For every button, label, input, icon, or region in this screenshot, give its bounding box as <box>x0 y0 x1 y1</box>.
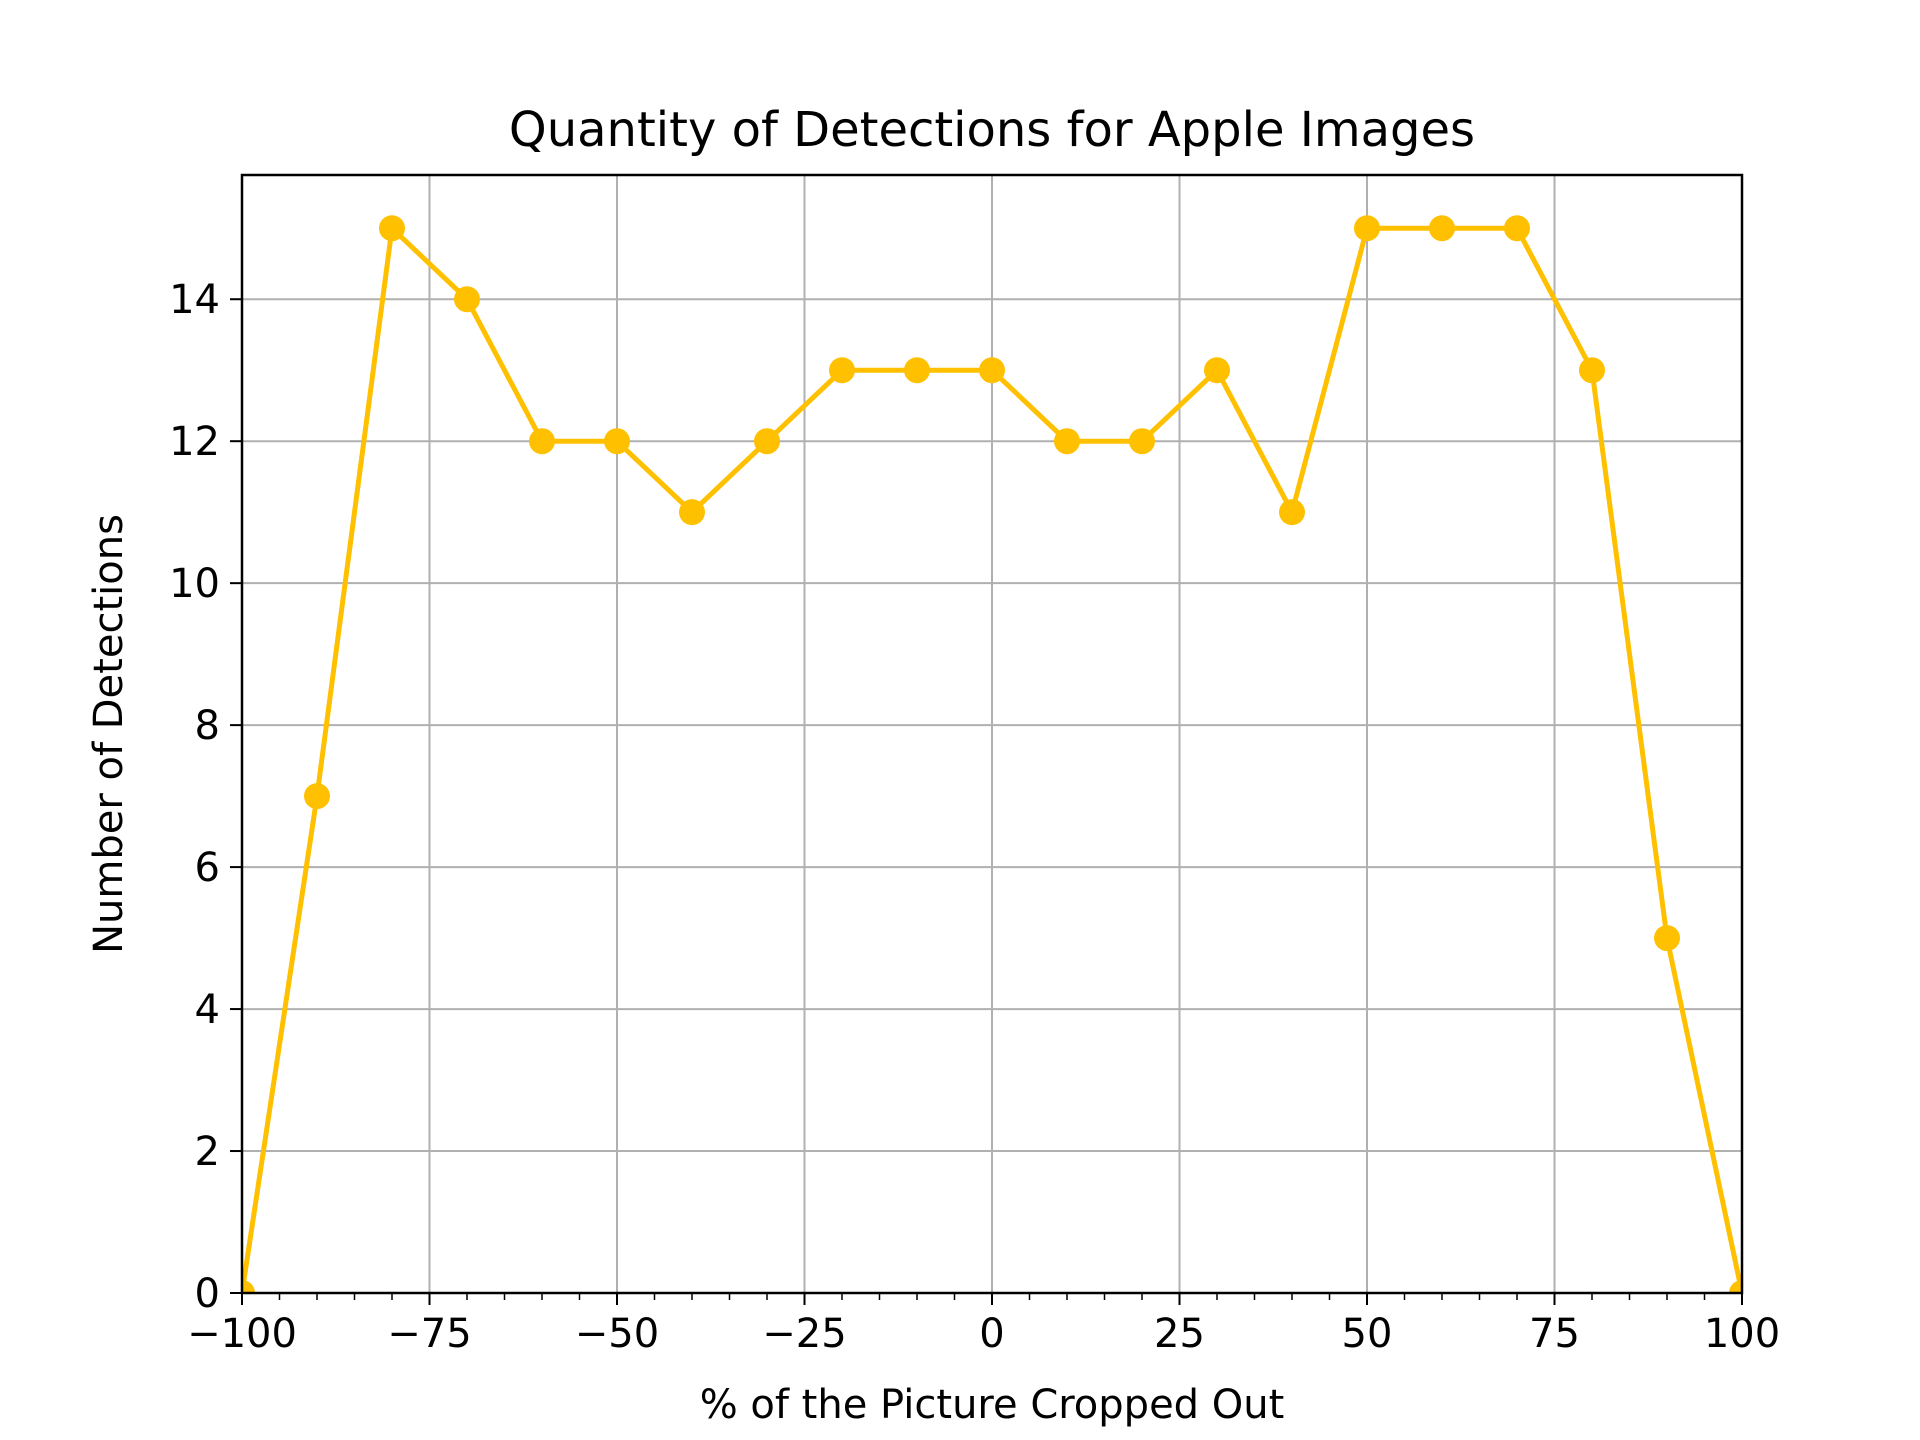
x-tick-label: 75 <box>1529 1311 1580 1357</box>
data-point <box>379 215 405 242</box>
x-tick-label: −25 <box>762 1311 846 1357</box>
x-axis-label: % of the Picture Cropped Out <box>700 1382 1285 1428</box>
data-point <box>679 499 705 526</box>
x-tick-label: 100 <box>1704 1311 1780 1357</box>
data-point <box>1729 1280 1742 1293</box>
data-point <box>979 357 1005 384</box>
data-point <box>1354 215 1380 242</box>
data-point <box>1579 357 1605 384</box>
y-axis-label: Number of Detections <box>86 514 132 954</box>
y-tick-label: 2 <box>195 1129 220 1175</box>
y-tick-label: 12 <box>169 419 220 465</box>
data-point <box>1129 428 1155 455</box>
x-tick-label: 0 <box>979 1311 1004 1357</box>
series-group <box>242 215 1742 1293</box>
y-tick-label: 0 <box>195 1271 220 1317</box>
x-axis: −100 −75 −50 −25 0 25 50 75 100 <box>187 1293 1780 1357</box>
data-point <box>1204 357 1230 384</box>
data-point <box>529 428 555 455</box>
series-layer <box>242 215 1742 1293</box>
x-tick-label: 25 <box>1154 1311 1205 1357</box>
data-point <box>454 286 480 313</box>
data-point <box>1054 428 1080 455</box>
chart-title: Quantity of Detections for Apple Images <box>509 102 1475 158</box>
y-tick-label: 6 <box>195 845 220 891</box>
x-tick-label: −50 <box>575 1311 659 1357</box>
data-point <box>829 357 855 384</box>
y-tick-label: 10 <box>169 561 220 607</box>
data-point <box>1504 215 1530 242</box>
y-tick-label: 14 <box>169 277 220 323</box>
y-tick-label: 4 <box>195 987 220 1033</box>
x-tick-label: 50 <box>1342 1311 1393 1357</box>
y-tick-label: 8 <box>195 703 220 749</box>
grid <box>241 175 1743 1294</box>
x-tick-label: −100 <box>187 1311 297 1357</box>
x-tick-label: −75 <box>387 1311 471 1357</box>
data-point <box>1654 925 1680 952</box>
data-point <box>304 783 330 810</box>
data-point <box>1279 499 1305 526</box>
data-point <box>754 428 780 455</box>
y-axis: 0 2 4 6 8 10 12 14 <box>169 277 242 1317</box>
data-point <box>904 357 930 384</box>
data-point <box>1429 215 1455 242</box>
data-point <box>604 428 630 455</box>
data-point <box>242 1280 255 1293</box>
